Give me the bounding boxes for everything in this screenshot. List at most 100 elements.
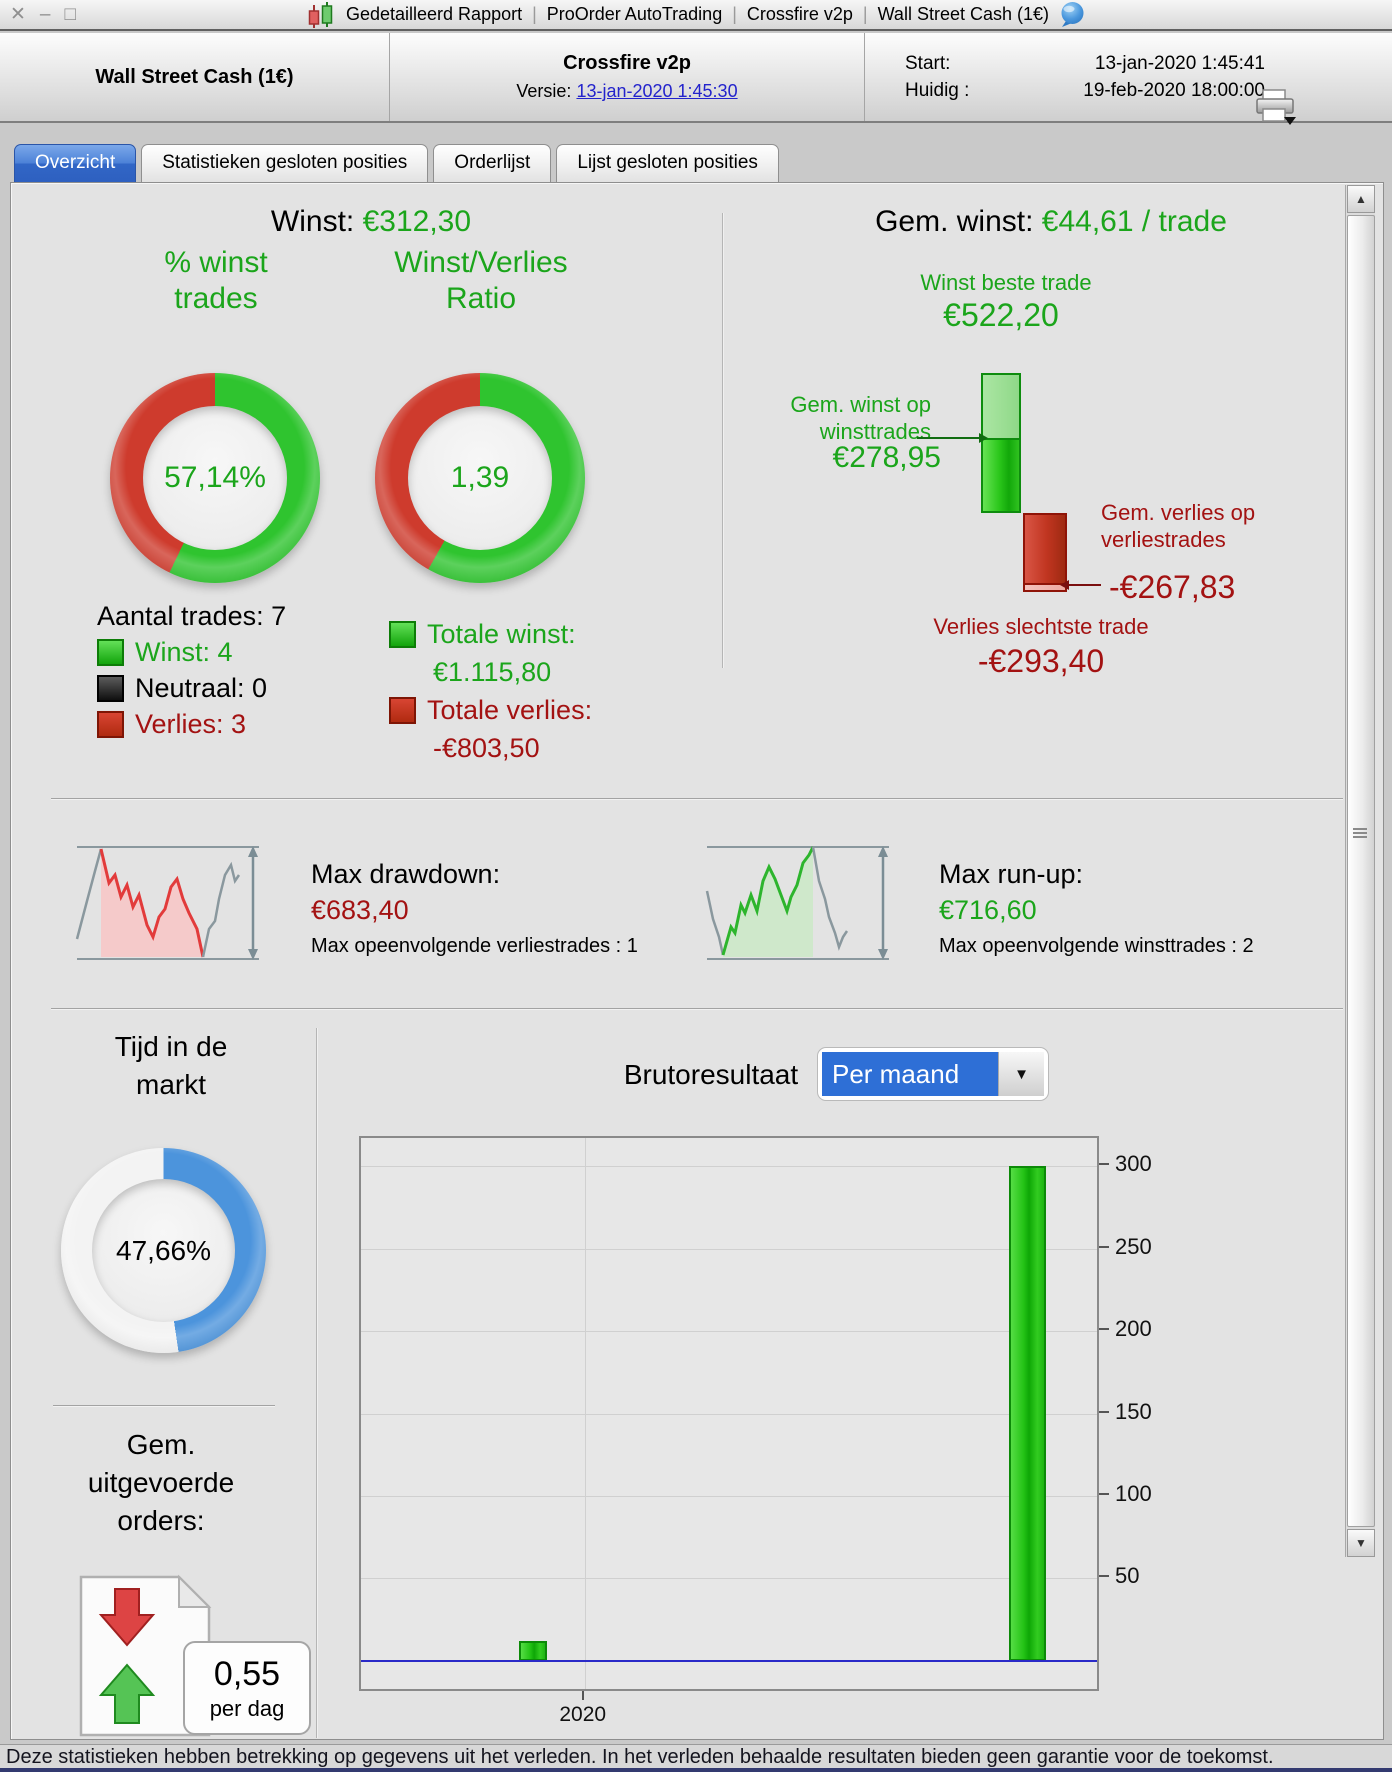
header-account: Wall Street Cash (1€) xyxy=(0,33,390,121)
runup-subtitle: Max opeenvolgende winsttrades : 2 xyxy=(939,935,1254,957)
current-row: Huidig : 19-feb-2020 18:00:00 xyxy=(905,77,1392,104)
gem-winst-trades-label: Gem. winst op winsttrades xyxy=(790,392,931,444)
version-label: Versie: xyxy=(516,81,572,101)
title-separator: | xyxy=(862,4,868,24)
gross-result-title: Brutoresultaat xyxy=(623,1059,799,1090)
pct-winst-value: 57,14% xyxy=(164,461,266,494)
y-tick-mark xyxy=(1099,1575,1109,1578)
gross-result-bar xyxy=(1009,1166,1047,1661)
scrollbar-thumb[interactable] xyxy=(1347,215,1375,1527)
center-divider xyxy=(722,213,724,668)
scroll-up-icon: ▲ xyxy=(1355,192,1367,206)
y-tick-label: 200 xyxy=(1115,1316,1152,1341)
window-title: Gedetailleerd Rapport | ProOrder AutoTra… xyxy=(120,1,1272,29)
worst-trade-segment xyxy=(1025,582,1065,590)
scroll-down-button[interactable]: ▼ xyxy=(1347,1529,1375,1557)
title-segment: Gedetailleerd Rapport xyxy=(345,4,523,24)
start-value: 13-jan-2020 1:45:41 xyxy=(1094,53,1265,74)
pct-winst-title: % winst trades xyxy=(164,246,268,315)
version-link[interactable]: 13-jan-2020 1:45:30 xyxy=(576,81,738,101)
dropdown-arrow-icon[interactable]: ▼ xyxy=(998,1052,1044,1096)
x-tick-label: 2020 xyxy=(559,1703,607,1726)
h-gridline xyxy=(361,1578,1097,1580)
x-axis: 2020 xyxy=(359,1691,1099,1733)
print-button[interactable] xyxy=(1253,88,1297,133)
avg-loss-arrow xyxy=(1060,579,1101,590)
h-gridline xyxy=(361,1495,1097,1497)
y-tick-label: 100 xyxy=(1115,1480,1152,1506)
tab-statistieken-gesloten-posities[interactable]: Statistieken gesloten posities xyxy=(141,144,429,182)
system-name: Crossfire v2p xyxy=(563,52,691,74)
x-gridline xyxy=(584,1138,586,1689)
runup-sparkline-icon xyxy=(705,846,889,960)
runup-title: Max run-up: xyxy=(939,859,1084,889)
gem-winst-heading: Gem. winst: €44,61 / trade xyxy=(751,205,1351,239)
pct-winst-donut: 57,14% xyxy=(110,373,320,583)
chat-balloon-icon[interactable] xyxy=(1059,1,1086,28)
totale-verlies-swatch xyxy=(389,697,416,724)
ratio-value: 1,39 xyxy=(450,461,510,494)
y-axis-ticks: 50 100 150 200 250 300 xyxy=(1099,1136,1179,1691)
best-trade-segment xyxy=(983,375,1019,441)
winst-legend-label: Winst: 4 xyxy=(135,637,233,667)
totale-winst-label: Totale winst: xyxy=(427,619,576,649)
winst-value: €312,30 xyxy=(362,205,472,238)
gem-winst-value: €44,61 / trade xyxy=(1041,205,1227,238)
tab-bar: Overzicht Statistieken gesloten posities… xyxy=(14,144,779,182)
totale-verlies-label: Totale verlies: xyxy=(427,695,593,725)
zero-line xyxy=(361,1659,1097,1662)
tab-orderlijst[interactable]: Orderlijst xyxy=(433,144,552,182)
h-gridline xyxy=(361,1166,1097,1168)
market-time-title: Tijd in de markt xyxy=(114,1031,228,1100)
scroll-up-button[interactable]: ▲ xyxy=(1347,185,1375,213)
gem-winst-trades-value: €278,95 xyxy=(832,441,941,474)
scrollbar-grip[interactable] xyxy=(1353,828,1367,838)
window-maximize-icon[interactable]: □ xyxy=(64,3,76,25)
x-tick-mark xyxy=(581,1691,584,1700)
printer-icon xyxy=(1256,89,1296,125)
window-close-icon[interactable]: ✕ xyxy=(10,3,26,25)
current-label: Huidig : xyxy=(905,80,970,101)
h-gridline xyxy=(361,1248,1097,1250)
orders-per-day-value: 0,55 xyxy=(213,1654,281,1693)
winst-heading: Winst: €312,30 xyxy=(71,205,671,239)
verlies-legend-label: Verlies: 3 xyxy=(135,709,247,739)
y-tick-mark xyxy=(1099,1163,1109,1166)
tab-lijst-gesloten-posities[interactable]: Lijst gesloten posities xyxy=(556,144,779,182)
h-gridline xyxy=(361,1331,1097,1332)
title-segment: ProOrder AutoTrading xyxy=(546,4,723,24)
vertical-scrollbar[interactable]: ▲ ▼ xyxy=(1345,185,1375,1557)
gem-verlies-label: Gem. verlies op verliestrades xyxy=(1101,500,1256,552)
start-row: Start: 13-jan-2020 1:45:41 xyxy=(905,50,1392,77)
trade-bars-chart xyxy=(969,363,1081,608)
y-tick-label: 150 xyxy=(1115,1398,1152,1424)
totale-winst-swatch xyxy=(389,621,416,648)
gem-winst-label: Gem. winst: xyxy=(875,205,1034,238)
window-minimize-icon[interactable]: – xyxy=(39,3,51,25)
up-arrow-icon xyxy=(98,1663,156,1724)
avg-win-arrow xyxy=(917,433,988,444)
title-separator: | xyxy=(732,4,737,24)
title-segment: Wall Street Cash (1€) xyxy=(877,4,1049,24)
header-dates: Start: 13-jan-2020 1:45:41 Huidig : 19-f… xyxy=(865,33,1392,121)
ratio-title: Winst/Verlies Ratio xyxy=(394,246,568,315)
column-divider xyxy=(316,1028,318,1738)
titlebar: ✕ – □ Gedetailleerd Rapport | ProOrder A… xyxy=(0,0,1392,31)
drawdown-subtitle: Max opeenvolgende verliestrades : 1 xyxy=(311,935,638,957)
overview-panel: Winst: €312,30 % winst trades Winst/Verl… xyxy=(10,182,1384,1740)
orders-title: Gem. uitgevoerde orders: xyxy=(87,1429,235,1536)
disclaimer-text: Deze statistieken hebben betrekking op g… xyxy=(6,1746,1274,1768)
title-separator: | xyxy=(532,4,537,24)
down-arrow-icon xyxy=(98,1588,156,1647)
candlestick-icon xyxy=(308,1,333,28)
status-bar: Deze statistieken hebben betrekking op g… xyxy=(0,1744,1392,1768)
scroll-down-icon: ▼ xyxy=(1355,1536,1367,1550)
y-tick-mark xyxy=(1099,1245,1109,1248)
ratio-donut: 1,39 xyxy=(375,373,585,583)
totale-winst-value: €1.115,80 xyxy=(433,657,552,687)
neutraal-legend-swatch xyxy=(97,675,124,702)
runup-value: €716,60 xyxy=(939,895,1037,925)
period-dropdown[interactable]: Per maand ▼ xyxy=(817,1047,1049,1101)
gem-verlies-value: -€267,83 xyxy=(1109,569,1236,605)
tab-overzicht[interactable]: Overzicht xyxy=(14,144,137,182)
